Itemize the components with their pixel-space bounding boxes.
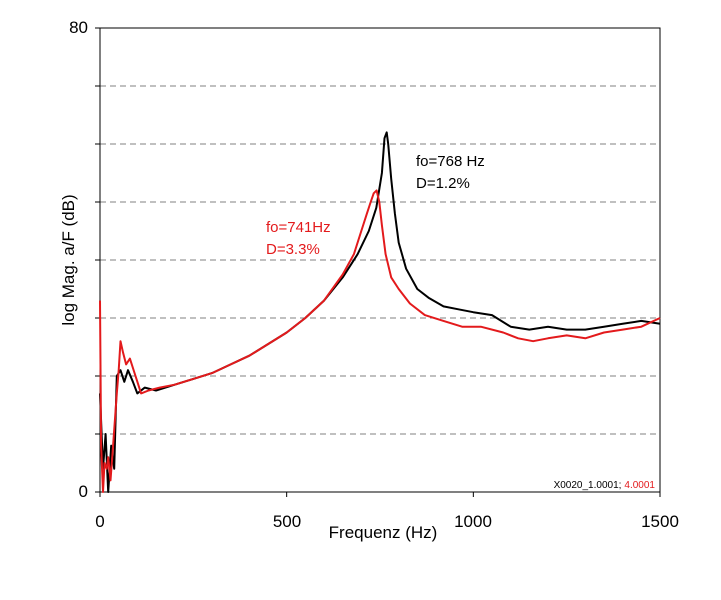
x-tick-labels: 0 500 1000 1500 (95, 512, 679, 531)
series-line-black (99, 131, 661, 493)
y-tick-labels: 0 80 (69, 18, 88, 501)
annotation-black: fo=768 Hz D=1.2% (416, 153, 485, 192)
x-tick-label-500: 500 (273, 512, 301, 531)
x-tick-label-1500: 1500 (641, 512, 679, 531)
y-axis-label: log Mag. a/F (dB) (59, 194, 78, 325)
annotation-red: fo=741Hz D=3.3% (266, 219, 331, 258)
series-layer (99, 131, 661, 493)
annotation-black-damping: D=1.2% (416, 175, 470, 192)
footnote-black: X0020_1.0001; (554, 480, 622, 491)
annotation-black-fo: fo=768 Hz (416, 153, 485, 170)
annotation-red-damping: D=3.3% (266, 241, 320, 258)
annotation-red-fo: fo=741Hz (266, 219, 331, 236)
plot-frame (99, 27, 661, 493)
footnote-red: 4.0001 (624, 480, 655, 491)
x-tick-label-0: 0 (95, 512, 104, 531)
x-axis-label: Frequenz (Hz) (329, 523, 438, 542)
series-line-red (99, 189, 661, 493)
y-tick-label-80: 80 (69, 18, 88, 37)
y-tick-label-0: 0 (79, 482, 88, 501)
footnote: X0020_1.0001; 4.0001 (554, 480, 656, 491)
x-tick-label-1000: 1000 (454, 512, 492, 531)
gridlines (95, 27, 661, 497)
